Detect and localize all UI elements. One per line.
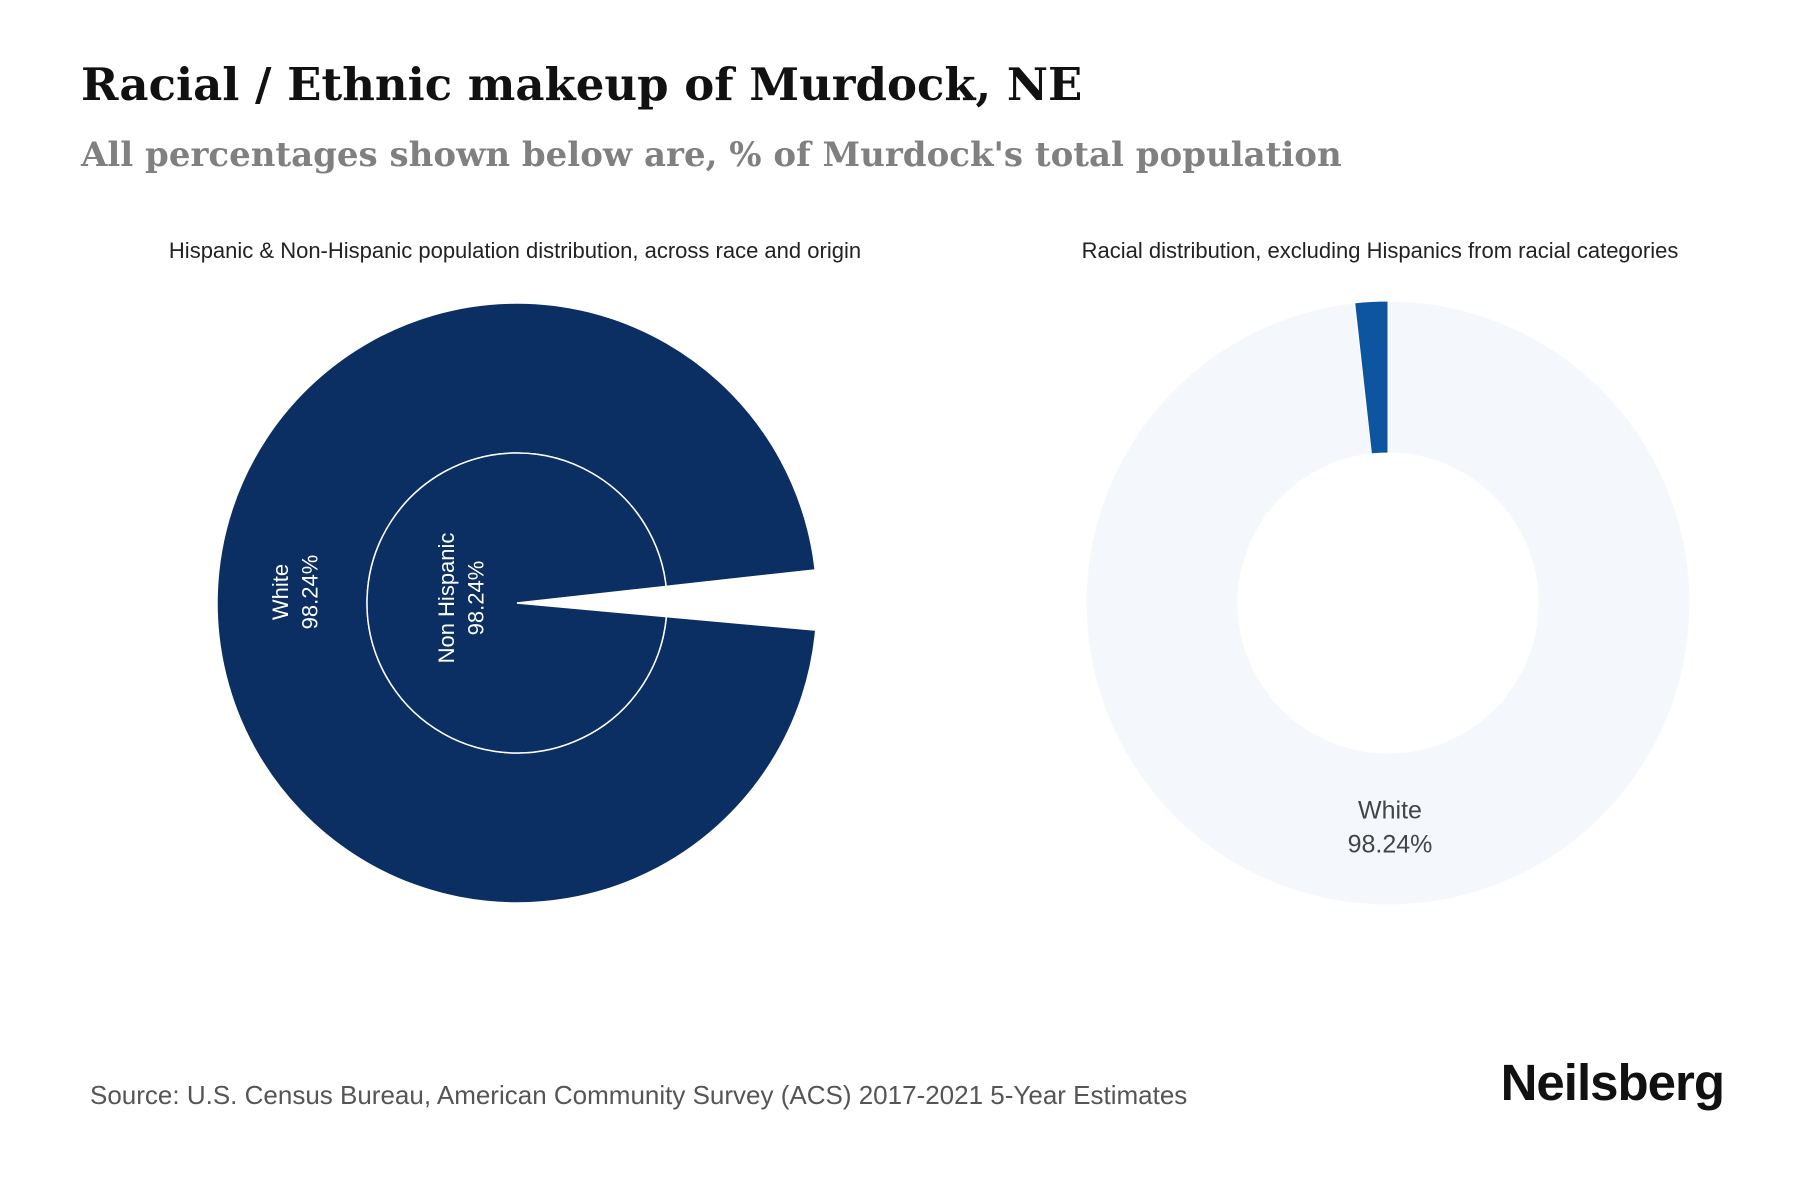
brand-logo: Neilsberg [1500,1054,1725,1111]
outer-ring-label-white: White 98.24% [268,555,323,630]
left-sunburst-chart: White 98.24% Non Hispanic 98.24% [216,302,818,904]
donut-label-white-name: White [1358,797,1422,825]
donut-slice-white [1085,300,1691,906]
source-note: Source: U.S. Census Bureau, American Com… [90,1080,1188,1110]
donut-slice-other [1354,300,1389,455]
page-subtitle: All percentages shown below are, % of Mu… [81,135,1342,175]
outer-ring-label-white-value: 98.24% [298,555,323,630]
donut-label-white: White 98.24% [1348,797,1433,859]
right-donut-chart: White 98.24% [1085,300,1691,906]
donut-label-white-value: 98.24% [1348,830,1433,858]
right-chart-title: Racial distribution, excluding Hispanics… [1081,238,1679,263]
outer-ring-label-white-name: White [268,564,293,620]
inner-ring-slice-other [516,585,668,604]
inner-ring-label-non-hispanic-name: Non Hispanic [434,533,459,664]
inner-ring-label-non-hispanic-value: 98.24% [464,561,489,636]
left-chart-title: Hispanic & Non-Hispanic population distr… [168,238,862,263]
inner-ring-label-non-hispanic: Non Hispanic 98.24% [434,533,489,664]
page-title: Racial / Ethnic makeup of Murdock, NE [81,58,1083,111]
